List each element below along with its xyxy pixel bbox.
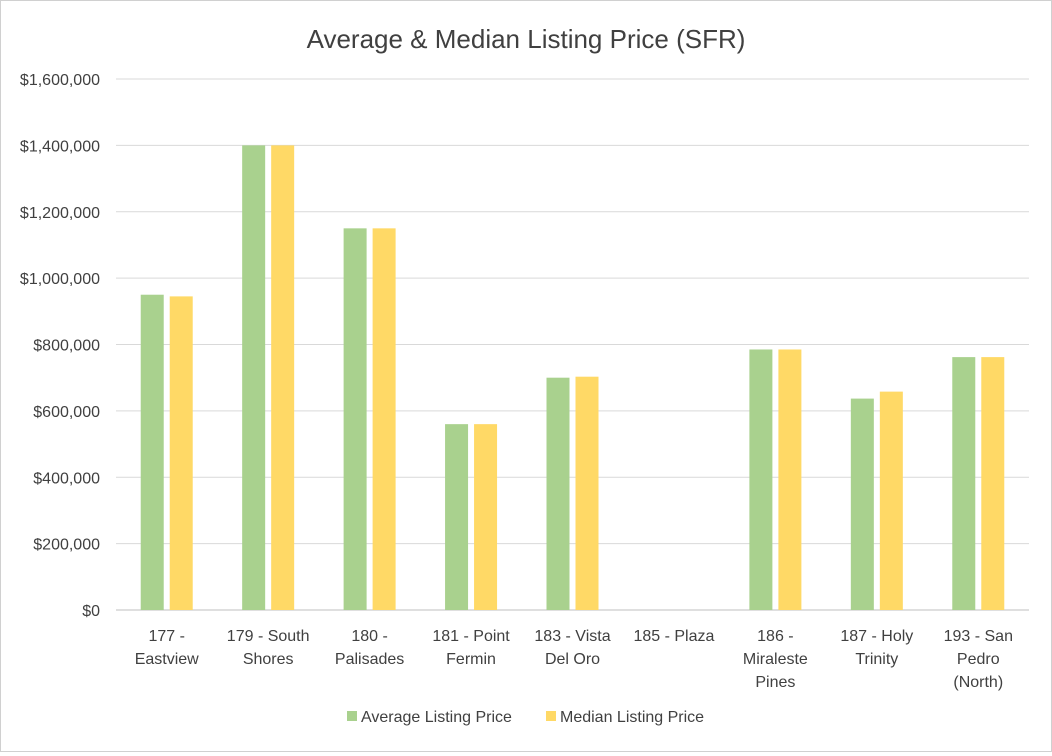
bar bbox=[952, 357, 976, 610]
x-category-label: Eastview bbox=[135, 651, 199, 668]
x-category-label: Del Oro bbox=[545, 651, 600, 668]
y-tick-label: $1,200,000 bbox=[20, 205, 100, 222]
legend: Average Listing Price Median Listing Pric… bbox=[347, 709, 704, 726]
bar bbox=[850, 398, 874, 610]
x-category-label: 179 - South bbox=[227, 628, 310, 645]
x-category-label: 187 - Holy bbox=[840, 628, 913, 645]
bar bbox=[242, 145, 266, 610]
bar bbox=[169, 296, 193, 610]
bar bbox=[474, 424, 498, 610]
bar bbox=[778, 349, 802, 610]
x-axis: 177 - Eastview 179 - South Shores 180 - Palis… bbox=[135, 628, 1013, 691]
legend-label: Average Listing Price bbox=[361, 709, 512, 726]
gridlines bbox=[116, 78, 1029, 611]
bar bbox=[372, 228, 396, 610]
y-axis: $0 $200,000 $400,000 $600,000 $800,000 $1,000… bbox=[20, 72, 100, 620]
bar bbox=[749, 349, 773, 610]
x-category-label: Miraleste bbox=[743, 651, 808, 668]
y-tick-label: $800,000 bbox=[33, 338, 100, 355]
x-category-label: Palisades bbox=[335, 651, 404, 668]
x-category-label: 193 - San bbox=[944, 628, 1013, 645]
y-tick-label: $1,400,000 bbox=[20, 138, 100, 155]
y-tick-label: $600,000 bbox=[33, 404, 100, 421]
x-category-label: 183 - Vista bbox=[534, 628, 610, 645]
x-category-label: (North) bbox=[953, 674, 1003, 691]
bar bbox=[140, 294, 164, 610]
legend-swatch bbox=[546, 711, 556, 721]
x-category-label: Fermin bbox=[446, 651, 496, 668]
bars bbox=[140, 145, 1005, 610]
bar bbox=[546, 377, 570, 610]
y-tick-label: $0 bbox=[82, 603, 100, 620]
y-tick-label: $1,000,000 bbox=[20, 271, 100, 288]
x-category-label: 186 - bbox=[757, 628, 793, 645]
bar bbox=[445, 424, 469, 610]
chart-title: Average & Median Listing Price (SFR) bbox=[307, 24, 746, 54]
x-category-label: 185 - Plaza bbox=[633, 628, 714, 645]
x-category-label: Shores bbox=[243, 651, 294, 668]
bar bbox=[271, 145, 295, 610]
legend-swatch bbox=[347, 711, 357, 721]
bar bbox=[981, 357, 1005, 610]
x-category-label: Pines bbox=[755, 674, 795, 691]
bar bbox=[343, 228, 367, 610]
bar bbox=[575, 376, 599, 610]
y-tick-label: $200,000 bbox=[33, 537, 100, 554]
x-category-label: 177 - bbox=[148, 628, 184, 645]
x-category-label: 180 - bbox=[351, 628, 387, 645]
bar bbox=[879, 391, 903, 610]
x-category-label: 181 - Point bbox=[432, 628, 510, 645]
x-category-label: Trinity bbox=[855, 651, 898, 668]
y-tick-label: $1,600,000 bbox=[20, 72, 100, 89]
x-category-label: Pedro bbox=[957, 651, 1000, 668]
y-tick-label: $400,000 bbox=[33, 470, 100, 487]
legend-label: Median Listing Price bbox=[560, 709, 704, 726]
